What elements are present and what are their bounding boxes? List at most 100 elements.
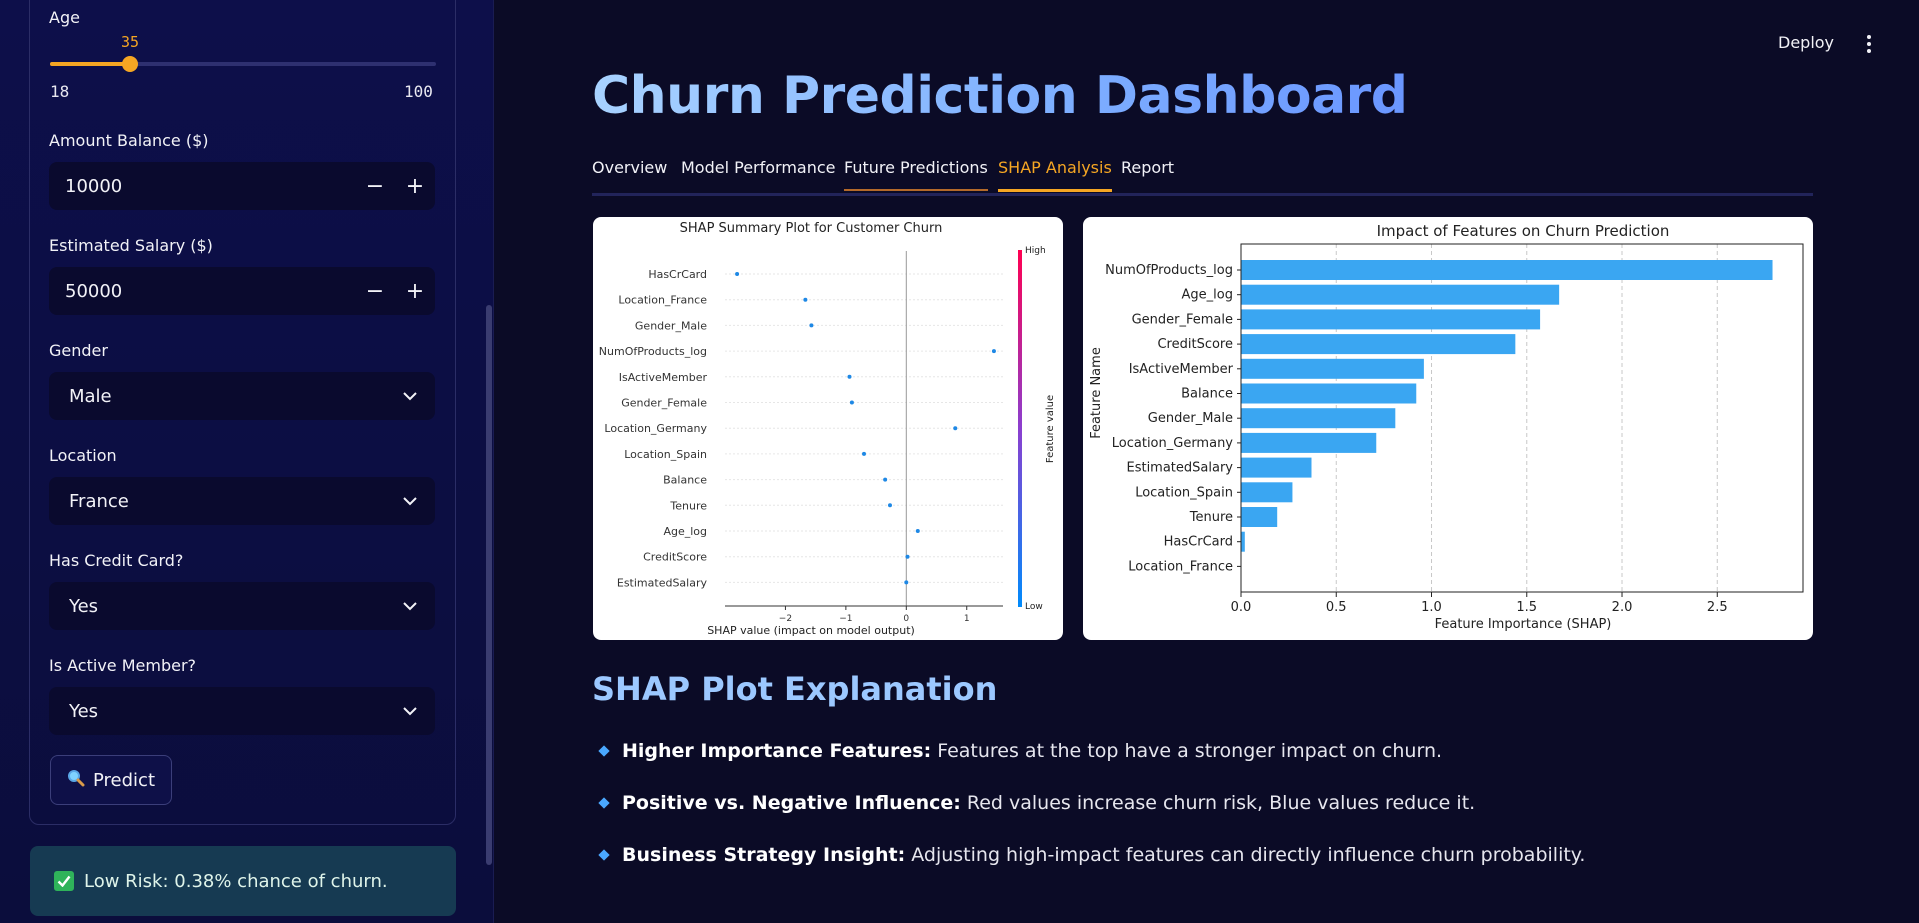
y-tick-label: Location_Spain [624,448,707,461]
y-tick-label: NumOfProducts_log [1105,263,1233,278]
y-tick-label: Location_Spain [1135,485,1233,500]
active-member-label: Is Active Member? [49,656,197,675]
y-tick-label: Gender_Male [1148,411,1233,426]
data-point [849,400,854,405]
y-tick-label: EstimatedSalary [1126,461,1233,476]
y-tick-label: NumOfProducts_log [599,345,707,358]
chart-y-tick-labels: HasCrCard Location_France Gender_Male NumOf… [599,268,708,589]
gender-select[interactable]: Male [49,372,435,420]
bar [1241,383,1417,404]
age-slider-max: 100 [404,82,433,101]
gender-selected-value: Male [69,385,112,407]
y-tick-label: Location_Germany [1112,436,1234,451]
bar [1241,482,1293,503]
sidebar: Age 35 18 100 Amount Balance ($) 10000 −… [0,0,494,923]
predict-button[interactable]: Predict [50,755,172,805]
kebab-menu-icon[interactable] [1864,34,1874,54]
chart-x-ticks: −2 −1 0 1 [779,606,970,624]
balance-increment-button[interactable]: + [405,173,425,199]
bullet-text: Red values increase churn risk, Blue val… [966,792,1476,814]
x-tick-label: 1.5 [1516,600,1537,615]
data-point [862,451,866,456]
bar [1241,432,1377,453]
age-slider-track[interactable] [50,56,436,72]
data-point [991,349,996,354]
sidebar-scrollbar[interactable] [486,305,492,865]
data-point [904,580,909,585]
y-tick-label: HasCrCard [648,268,707,281]
credit-card-select[interactable]: Yes [49,582,435,630]
salary-number-input[interactable]: 50000 − + [49,267,435,315]
x-tick-label: 2.5 [1707,600,1728,615]
balance-decrement-button[interactable]: − [365,173,385,199]
bar [1241,309,1541,330]
bullet-bold-text: Positive vs. Negative Influence: [622,792,961,814]
deploy-button[interactable]: Deploy [1778,33,1835,52]
data-point [953,426,958,431]
tab-overview[interactable]: Overview [592,158,668,177]
data-point [735,272,740,276]
bar [1241,531,1245,552]
chart-gridlines [725,273,1003,583]
data-point [883,477,888,482]
y-tick-label: Balance [1181,387,1233,402]
y-tick-label: Location_France [1128,559,1233,574]
y-tick-label: Balance [663,474,707,487]
data-point [887,503,892,508]
tab-report[interactable]: Report [1121,158,1175,177]
y-tick-label: IsActiveMember [619,371,708,384]
check-icon [54,871,74,891]
data-point [809,323,814,328]
y-tick-label: HasCrCard [1164,535,1233,550]
y-tick-label: IsActiveMember [1129,362,1234,377]
chart-title: SHAP Summary Plot for Customer Churn [680,221,943,236]
age-slider-value: 35 [121,33,140,51]
tab-future-predictions[interactable]: Future Predictions [844,158,988,191]
tab-model-performance[interactable]: Model Performance [681,158,836,177]
salary-increment-button[interactable]: + [405,278,425,304]
salary-value[interactable]: 50000 [65,280,123,302]
chevron-down-icon [403,496,417,506]
y-axis-label: Feature Name [1089,347,1104,439]
x-tick-label: 0 [903,614,909,624]
credit-card-label: Has Credit Card? [49,551,184,570]
bullet-bold-text: Higher Importance Features: [622,740,932,762]
bar [1241,260,1773,280]
diamond-bullet-icon [598,745,610,757]
age-slider-min: 18 [50,82,70,101]
explanation-bullet: Positive vs. Negative Influence: Red val… [598,792,1476,814]
salary-decrement-button[interactable]: − [365,278,385,304]
x-tick-label: −1 [839,614,852,624]
y-tick-label: Gender_Male [635,319,707,332]
chart-bars [1241,260,1773,552]
balance-number-input[interactable]: 10000 − + [49,162,435,210]
chart-x-ticks: 0.0 0.5 1.0 1.5 2.0 2.5 [1231,592,1728,615]
gender-label: Gender [49,341,108,360]
y-tick-label: Location_France [618,294,707,307]
x-axis-label: Feature Importance (SHAP) [1435,617,1612,632]
feature-importance-chart: Impact of Features on Churn Prediction N… [1089,222,1804,632]
x-tick-label: 0.5 [1326,600,1347,615]
data-point [847,374,852,379]
chevron-down-icon [403,601,417,611]
balance-label: Amount Balance ($) [49,131,209,150]
age-slider-thumb[interactable] [122,56,139,72]
data-point [905,554,910,559]
prediction-result-text: Low Risk: 0.38% chance of churn. [84,870,388,892]
active-member-select[interactable]: Yes [49,687,435,735]
balance-value[interactable]: 10000 [65,175,123,197]
bar [1241,334,1516,355]
prediction-result-alert: Low Risk: 0.38% chance of churn. [30,846,456,916]
age-slider[interactable]: 35 18 100 [0,0,494,101]
bar [1241,284,1560,305]
bullet-bold-text: Business Strategy Insight: [622,844,906,866]
chevron-down-icon [403,391,417,401]
y-tick-label: Gender_Female [1132,312,1233,327]
y-tick-label: Age_log [1182,288,1233,303]
salary-label: Estimated Salary ($) [49,236,213,255]
active-member-selected-value: Yes [69,700,99,722]
bar [1241,507,1278,527]
bullet-text: Adjusting high-impact features can direc… [911,844,1586,866]
location-select[interactable]: France [49,477,435,525]
tab-shap-analysis[interactable]: SHAP Analysis [998,158,1112,192]
